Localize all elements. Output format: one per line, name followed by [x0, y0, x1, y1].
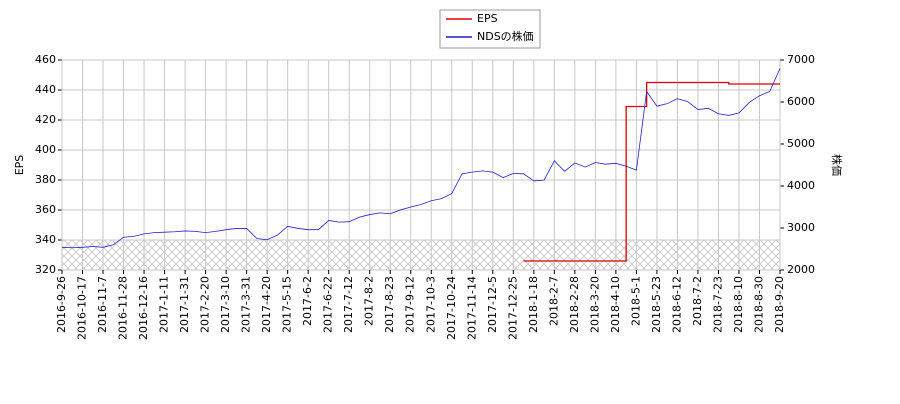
x-tick-label: 2018-2-28: [568, 276, 581, 333]
x-tick-label: 2017-1-11: [158, 276, 171, 333]
y-tick-label: 360: [35, 203, 56, 216]
x-tick-label: 2017-12-5: [486, 276, 499, 333]
x-tick-label: 2016-9-26: [55, 276, 68, 333]
x-tick-label: 2018-1-18: [527, 276, 540, 333]
x-tick-label: 2016-11-7: [96, 276, 109, 333]
x-tick-label: 2018-8-30: [752, 276, 765, 333]
y-tick-label: 460: [35, 53, 56, 66]
x-tick-label: 2017-10-3: [424, 276, 437, 333]
x-tick-label: 2017-11-14: [465, 276, 478, 340]
x-tick-label: 2016-11-28: [117, 276, 130, 340]
legend-label: EPS: [477, 12, 498, 25]
hatch-region: [62, 240, 780, 270]
legend-label: NDSの株価: [477, 29, 534, 43]
y-tick-label: 400: [35, 143, 56, 156]
x-tick-label: 2017-3-10: [219, 276, 232, 333]
y2-tick-label: 4000: [787, 179, 815, 192]
x-tick-label: 2016-10-17: [76, 276, 89, 340]
x-tick-label: 2017-4-20: [260, 276, 273, 333]
y2-tick-label: 6000: [787, 95, 815, 108]
y-tick-label: 420: [35, 113, 56, 126]
x-tick-label: 2017-6-2: [301, 276, 314, 326]
x-tick-label: 2018-6-12: [670, 276, 683, 333]
x-tick-label: 2017-6-22: [322, 276, 335, 333]
y2-tick-label: 5000: [787, 137, 815, 150]
y-tick-label: 440: [35, 83, 56, 96]
y-tick-label: 340: [35, 233, 56, 246]
x-tick-label: 2017-8-2: [363, 276, 376, 326]
x-tick-label: 2018-2-7: [547, 276, 560, 326]
x-tick-label: 2018-7-2: [691, 276, 704, 326]
y2-tick-label: 2000: [787, 263, 815, 276]
x-tick-label: 2017-12-25: [506, 276, 519, 340]
x-tick-label: 2017-1-31: [178, 276, 191, 333]
plot-area: [62, 60, 780, 270]
y2-tick-label: 7000: [787, 53, 815, 66]
x-tick-label: 2018-3-20: [588, 276, 601, 333]
y2-axis-label: 株価: [830, 154, 844, 176]
y-tick-label: 380: [35, 173, 56, 186]
x-tick-label: 2017-5-15: [281, 276, 294, 333]
y-axis-label: EPS: [13, 155, 26, 176]
x-tick-label: 2018-5-23: [650, 276, 663, 333]
x-tick-label: 2017-3-31: [240, 276, 253, 333]
x-tick-label: 2017-10-24: [445, 276, 458, 340]
x-tick-label: 2016-12-16: [137, 276, 150, 340]
x-tick-label: 2018-4-10: [609, 276, 622, 333]
x-tick-label: 2017-2-20: [199, 276, 212, 333]
x-tick-label: 2017-8-23: [383, 276, 396, 333]
x-tick-label: 2018-7-23: [711, 276, 724, 333]
x-tick-label: 2017-7-12: [342, 276, 355, 333]
x-tick-label: 2018-9-20: [773, 276, 786, 333]
y-tick-label: 320: [35, 263, 56, 276]
x-tick-label: 2018-8-10: [732, 276, 745, 333]
x-tick-label: 2017-9-12: [404, 276, 417, 333]
x-tick-label: 2018-5-1: [629, 276, 642, 326]
y2-tick-label: 3000: [787, 221, 815, 234]
series-line: [523, 81, 780, 262]
series-line: [61, 68, 781, 249]
legend: [439, 9, 541, 49]
